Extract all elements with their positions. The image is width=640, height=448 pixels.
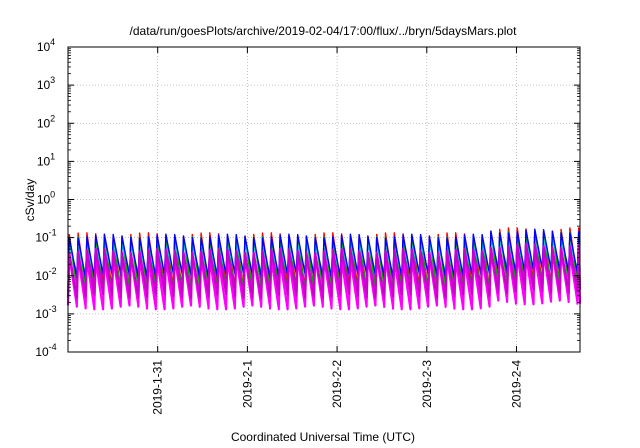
y-tick-label: 101: [37, 151, 55, 168]
y-tick-label: 100: [37, 190, 55, 207]
x-tick-label: 2019-2-2: [330, 360, 344, 408]
series-line: [66, 249, 582, 311]
y-axis: 10-4 10-3 10-2 10-1 100 101 102 103 104: [35, 37, 580, 359]
x-axis: 2019-1-31 2019-2-1 2019-2-2 2019-2-3 2019-2-…: [151, 47, 523, 415]
series-line: [66, 242, 582, 299]
x-tick-label: 2019-2-1: [240, 360, 254, 408]
x-tick-label: 2019-1-31: [151, 360, 165, 415]
y-tick-label: 104: [37, 37, 55, 54]
y-tick-label: 10-2: [35, 266, 56, 283]
x-tick-label: 2019-2-3: [420, 360, 434, 408]
y-tick-label: 10-3: [35, 304, 56, 321]
y-tick-label: 103: [37, 75, 55, 92]
y-axis-label: cSv/day: [23, 179, 37, 222]
x-axis-label: Coordinated Universal Time (UTC): [231, 430, 415, 444]
y-tick-label: 10-1: [35, 228, 56, 245]
y-tick-label: 10-4: [35, 342, 56, 359]
chart-title: /data/run/goesPlots/archive/2019-02-04/1…: [130, 24, 518, 38]
x-tick-label: 2019-2-4: [509, 360, 523, 408]
y-tick-label: 102: [37, 113, 55, 130]
series-group: [66, 227, 582, 311]
